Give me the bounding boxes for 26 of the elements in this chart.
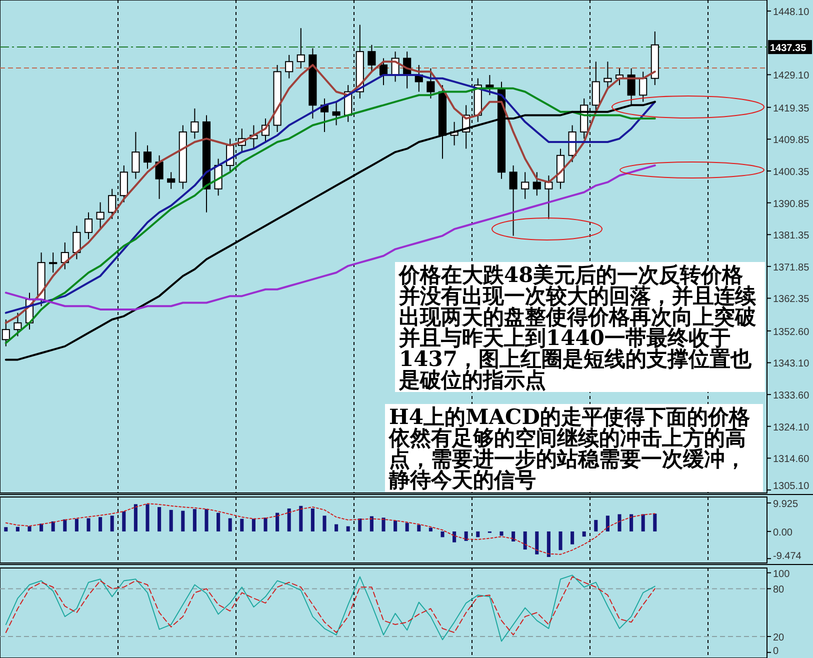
ytick: 1352.60 — [773, 326, 810, 338]
ytick: 9.925 — [773, 498, 798, 510]
ytick: 1381.35 — [773, 230, 810, 242]
ytick: 1390.85 — [773, 198, 810, 210]
ytick: 1333.60 — [773, 390, 810, 402]
ytick: 0.00 — [773, 527, 792, 538]
ytick: 1409.85 — [773, 135, 810, 146]
ytick: 1371.85 — [773, 262, 810, 274]
ytick: 1314.60 — [773, 454, 810, 466]
ytick: 1343.10 — [773, 358, 810, 370]
ytick: 1324.10 — [773, 422, 810, 434]
annotation: 价格在大跌48美元后的一次反转价格并没有出现一次较大的回落，并且连续出现两天的盘整使得价格再次向上突破并且与昨天上到1440一带最终收于1437，图上红圈是短线的支撑位置也是破位的指示点 — [395, 262, 765, 392]
ytick: 0 — [773, 646, 779, 657]
ytick: 80 — [773, 584, 784, 596]
ytick: -9.474 — [773, 551, 802, 562]
ytick: 1419.35 — [773, 103, 810, 114]
ytick: 20 — [773, 632, 784, 644]
ytick: 1448.10 — [773, 7, 810, 18]
ytick: 1429.10 — [773, 70, 810, 82]
ytick: 1362.35 — [773, 294, 810, 306]
annotation: H4上的MACD的走平使得下面的价格依然有足够的空间继续的冲击上方的高点，需要进一步的站稳需要一次缓冲，静待今天的信号 — [385, 404, 763, 492]
ref-line-label: 1437.35 — [770, 43, 807, 54]
ytick: 1400.35 — [773, 166, 810, 178]
ytick: 100 — [773, 568, 790, 580]
ref-label: 1437.35 — [768, 40, 812, 54]
ytick: 1305.10 — [773, 481, 810, 492]
